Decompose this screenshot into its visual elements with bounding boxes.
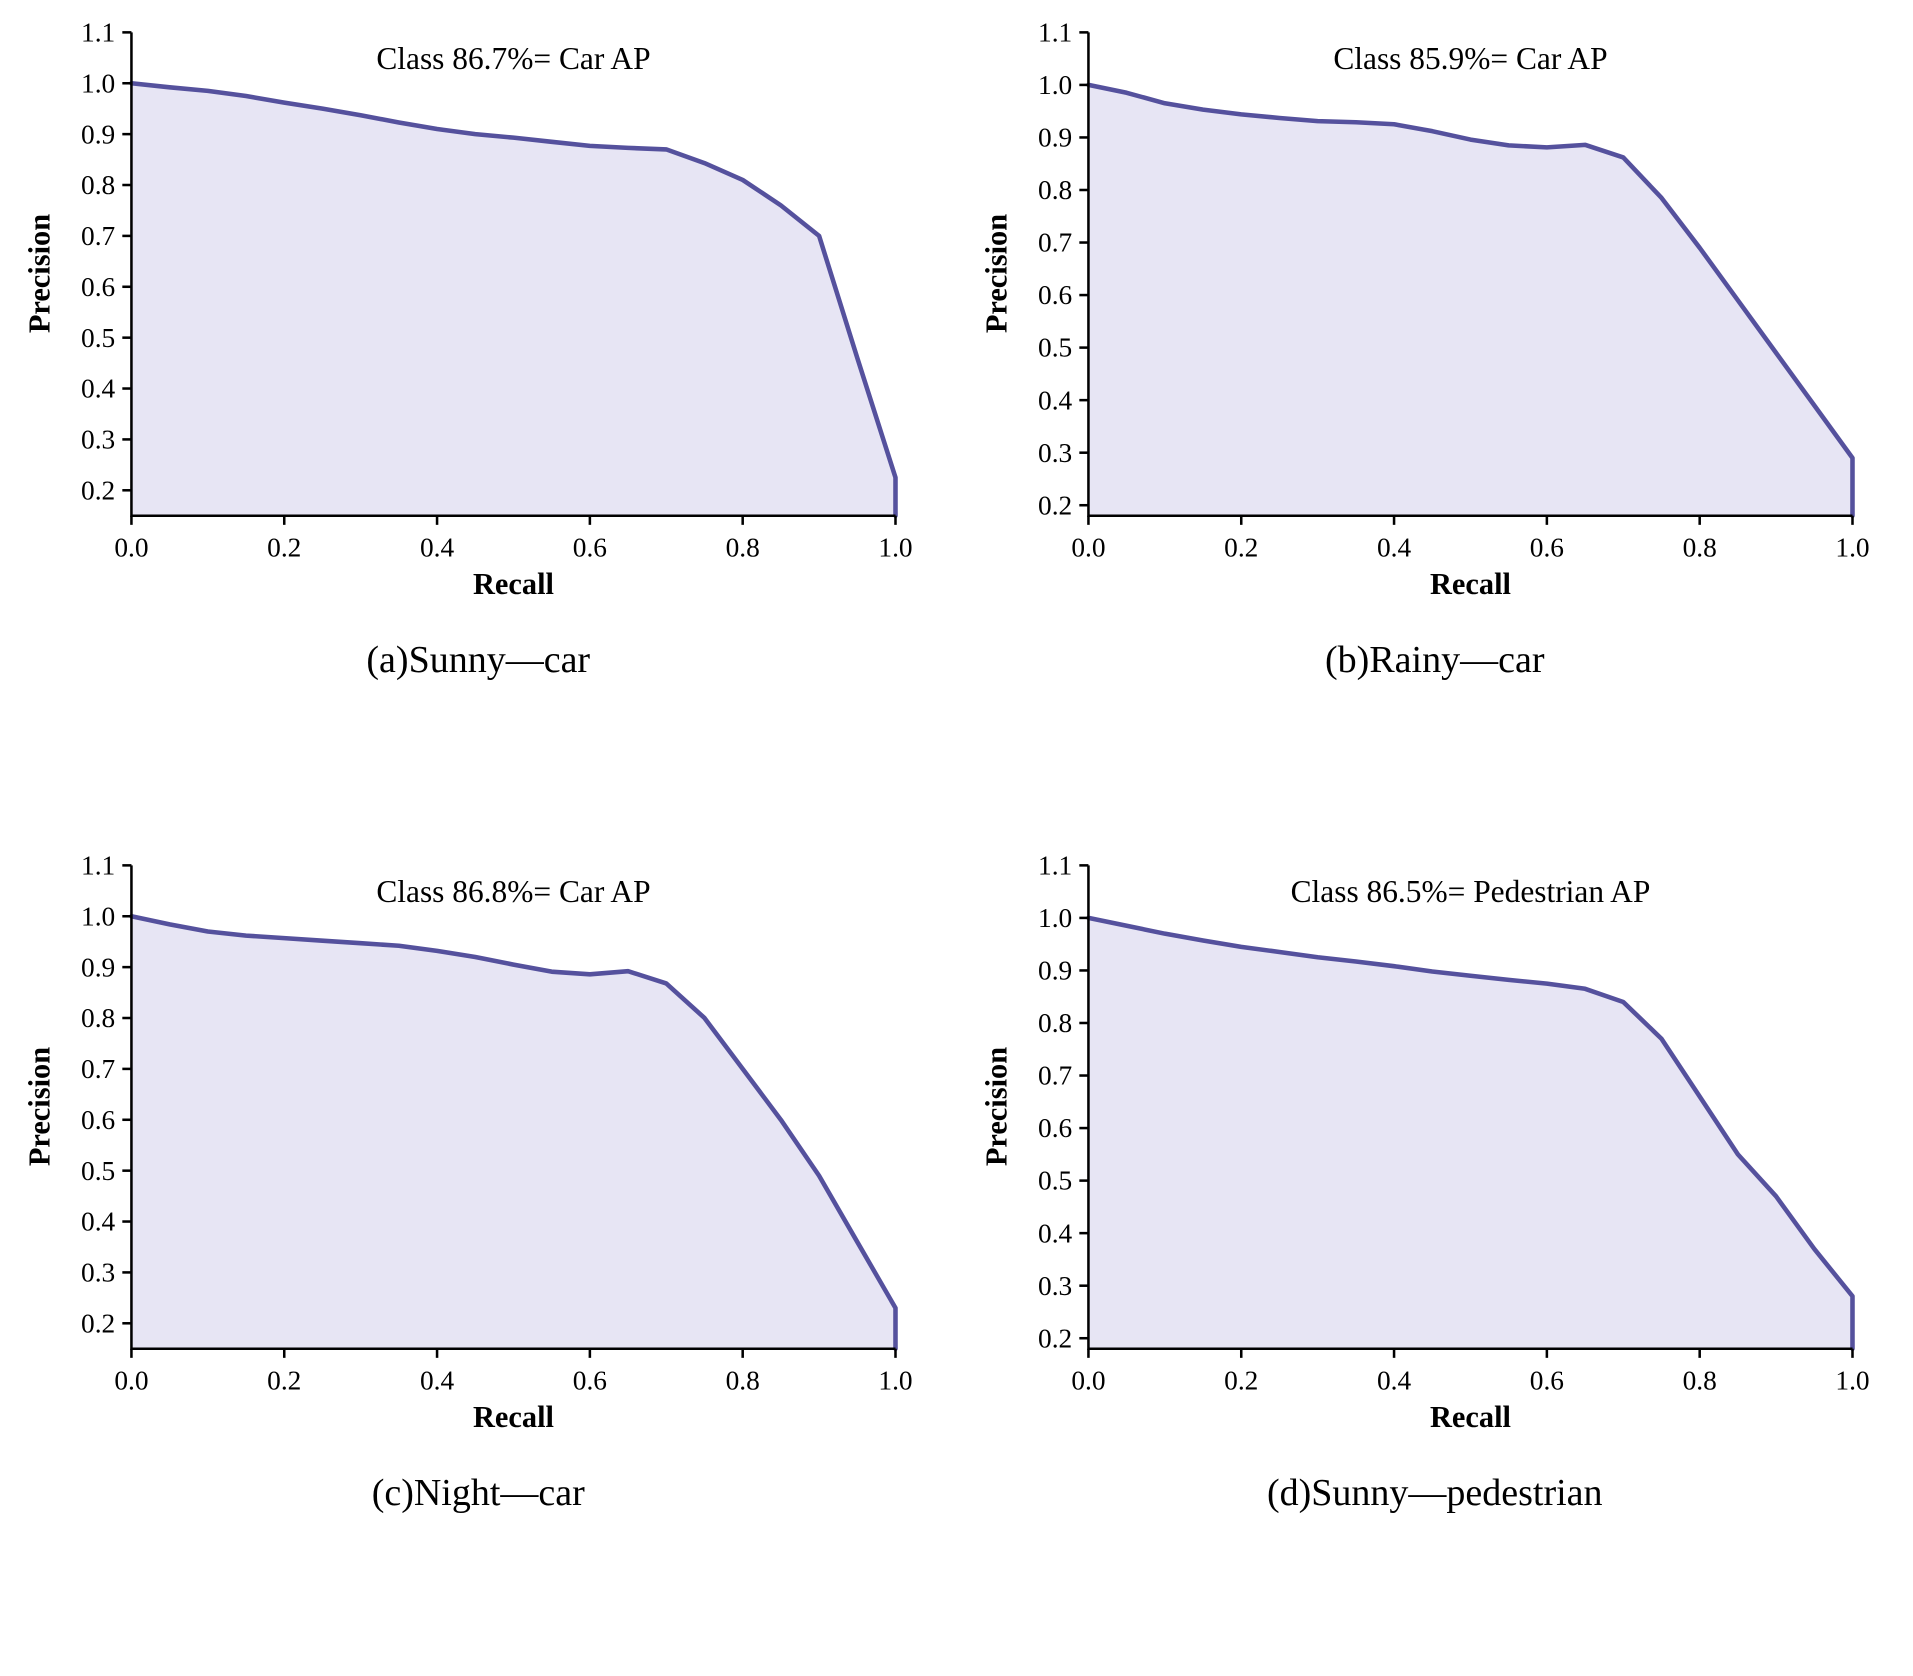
chart-caption: (d)Sunny—pedestrian [1266, 1472, 1603, 1514]
y-tick-label: 0.5 [1038, 1166, 1072, 1196]
x-tick-label: 0.2 [267, 1365, 301, 1395]
x-axis-label: Recall [1430, 1400, 1511, 1434]
y-tick-label: 0.8 [81, 1003, 115, 1033]
y-tick-label: 0.4 [81, 1207, 116, 1237]
x-tick-label: 0.4 [1377, 1365, 1412, 1395]
x-tick-label: 0.2 [1224, 1365, 1258, 1395]
y-tick-label: 1.0 [1038, 903, 1072, 933]
x-tick-label: 0.2 [1224, 532, 1258, 562]
y-tick-label: 0.2 [81, 1308, 115, 1338]
y-tick-label: 0.9 [1038, 956, 1072, 986]
y-tick-label: 1.1 [1038, 850, 1072, 880]
y-tick-label: 0.7 [81, 1054, 115, 1084]
y-tick-label: 0.5 [1038, 333, 1072, 363]
chart-caption: (b)Rainy—car [1325, 639, 1545, 681]
x-tick-label: 0.6 [1530, 532, 1564, 562]
y-tick-label: 1.1 [1038, 17, 1072, 47]
y-tick-label: 0.6 [1038, 280, 1072, 310]
pr-curve-chart-b: 0.0 0.2 0.4 0.6 0.8 1.0 0.2 0.3 0.4 0.5 0.6 0.7 0.8 0… [979, 17, 1870, 601]
pr-curve-chart-a: 0.0 0.2 0.4 0.6 0.8 1.00.20.30.40.50.60.70.80… [23, 17, 913, 601]
x-tick-label: 0.0 [115, 532, 149, 562]
x-axis-label: Recall [473, 1400, 554, 1434]
x-axis-label: Recall [1430, 567, 1511, 601]
y-tick-label: 1.0 [81, 901, 115, 931]
y-tick-label: 0.5 [81, 323, 115, 353]
y-tick-label: 0.9 [1038, 123, 1072, 153]
y-axis-label: Precision [23, 214, 57, 333]
y-tick-label: 0.7 [81, 221, 115, 251]
x-axis-label: Recall [473, 567, 554, 601]
y-tick-label: 0.8 [1038, 1008, 1072, 1038]
x-tick-label: 0.4 [420, 1365, 455, 1395]
y-tick-label: 0.4 [1038, 1218, 1073, 1248]
x-tick-label: 0.6 [1530, 1365, 1564, 1395]
pr-curve-chart-c: 0.0 0.2 0.4 0.6 0.8 1.00.20.30.40.50.60.70.80… [23, 850, 913, 1434]
y-tick-label: 0.6 [1038, 1113, 1072, 1143]
y-tick-label: 0.8 [1038, 175, 1072, 205]
x-tick-label: 0.4 [1377, 532, 1412, 562]
y-tick-label: 0.2 [1038, 1323, 1072, 1353]
plot-layer: 0.0 0.2 0.4 0.6 0.8 1.00.20.30.40.50.60.70.80… [81, 17, 913, 562]
x-tick-label: 0.2 [267, 532, 301, 562]
y-tick-label: 0.2 [81, 475, 115, 505]
chart-panel-b: 0.0 0.2 0.4 0.6 0.8 1.0 0.2 0.3 0.4 0.5 0.6 0.7 0.8 0… [957, 4, 1913, 837]
x-tick-label: 0.0 [115, 1365, 149, 1395]
y-tick-label: 0.7 [1038, 1061, 1072, 1091]
y-tick-label: 0.2 [1038, 490, 1072, 520]
y-tick-label: 0.4 [81, 374, 116, 404]
y-tick-label: 0.4 [1038, 385, 1073, 415]
plot-layer: 0.0 0.2 0.4 0.6 0.8 1.0 0.2 0.3 0.4 0.5 0.6 0.7 0.8 0… [1038, 850, 1870, 1395]
y-tick-label: 0.8 [81, 170, 115, 200]
chart-caption: (a)Sunny—car [366, 639, 591, 681]
chart-annotation: Class 85.9%= Car AP [1333, 41, 1607, 76]
y-tick-label: 0.6 [81, 272, 115, 302]
x-tick-label: 0.0 [1071, 1365, 1105, 1395]
y-tick-label: 1.0 [1038, 70, 1072, 100]
y-tick-label: 1.1 [81, 850, 115, 880]
chart-caption: (c)Night—car [371, 1472, 585, 1514]
y-tick-label: 0.3 [1038, 1271, 1072, 1301]
x-tick-label: 0.8 [726, 1365, 760, 1395]
x-tick-label: 1.0 [1835, 1365, 1869, 1395]
y-axis-label: Precision [979, 1047, 1013, 1166]
chart-annotation: Class 86.5%= Pedestrian AP [1290, 874, 1650, 909]
y-tick-label: 0.3 [81, 1258, 115, 1288]
plot-layer: 0.0 0.2 0.4 0.6 0.8 1.00.20.30.40.50.60.70.80… [81, 850, 913, 1395]
chart-panel-d: 0.0 0.2 0.4 0.6 0.8 1.0 0.2 0.3 0.4 0.5 0.6 0.7 0.8 0… [957, 837, 1913, 1670]
pr-curve-chart-d: 0.0 0.2 0.4 0.6 0.8 1.0 0.2 0.3 0.4 0.5 0.6 0.7 0.8 0… [979, 850, 1870, 1434]
y-tick-label: 0.3 [81, 425, 115, 455]
x-tick-label: 0.8 [1682, 1365, 1716, 1395]
x-tick-label: 0.6 [573, 532, 607, 562]
y-tick-label: 0.6 [81, 1105, 115, 1135]
x-tick-label: 0.4 [420, 532, 455, 562]
plot-layer: 0.0 0.2 0.4 0.6 0.8 1.0 0.2 0.3 0.4 0.5 0.6 0.7 0.8 0… [1038, 17, 1870, 562]
y-tick-label: 1.1 [81, 17, 115, 47]
x-tick-label: 0.0 [1071, 532, 1105, 562]
y-axis-label: Precision [23, 1047, 57, 1166]
chart-annotation: Class 86.8%= Car AP [377, 874, 651, 909]
y-tick-label: 1.0 [81, 68, 115, 98]
y-axis-label: Precision [979, 214, 1013, 333]
y-tick-label: 0.9 [81, 952, 115, 982]
y-tick-label: 0.9 [81, 119, 115, 149]
y-tick-label: 0.7 [1038, 228, 1072, 258]
chart-annotation: Class 86.7%= Car AP [377, 41, 651, 76]
chart-panel-a: 0.0 0.2 0.4 0.6 0.8 1.0 0.2 0.3 0.4 0.5 0.6 0.7 0.8 0… [0, 4, 957, 837]
y-tick-label: 0.5 [81, 1156, 115, 1186]
chart-panel-c: 0.0 0.2 0.4 0.6 0.8 1.0 0.2 0.3 0.4 0.5 0.6 0.7 0.8 0… [0, 837, 957, 1670]
x-tick-label: 0.6 [573, 1365, 607, 1395]
x-tick-label: 1.0 [879, 532, 913, 562]
x-tick-label: 0.8 [726, 532, 760, 562]
x-tick-label: 0.8 [1682, 532, 1716, 562]
x-tick-label: 1.0 [879, 1365, 913, 1395]
y-tick-label: 0.3 [1038, 438, 1072, 468]
x-tick-label: 1.0 [1835, 532, 1869, 562]
